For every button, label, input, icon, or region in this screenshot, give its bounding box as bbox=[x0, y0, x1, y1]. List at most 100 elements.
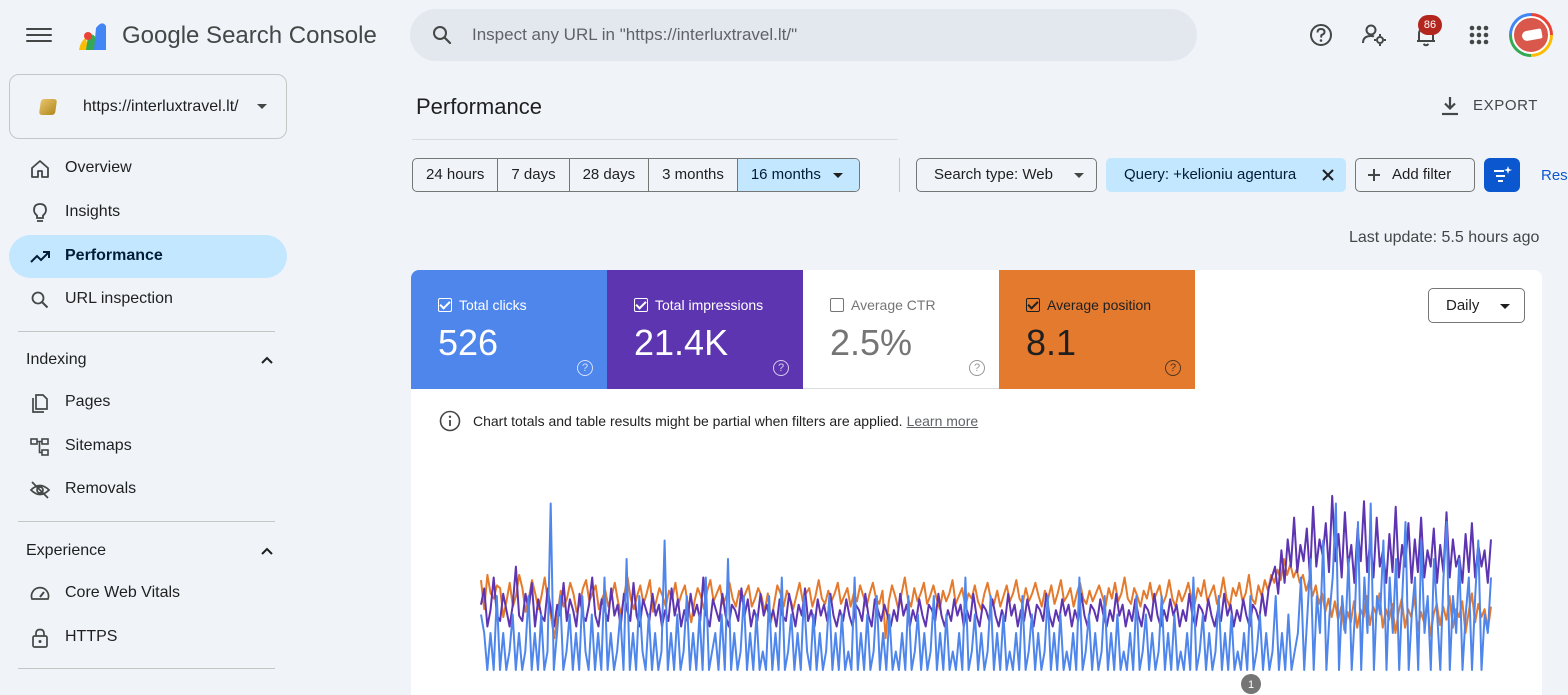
home-icon bbox=[31, 160, 49, 178]
granularity-dropdown[interactable]: Daily bbox=[1428, 288, 1525, 323]
search-type-filter[interactable]: Search type: Web bbox=[916, 158, 1097, 192]
search-icon bbox=[31, 291, 49, 309]
metric-value: 526 bbox=[438, 322, 499, 363]
apps-grid-icon[interactable] bbox=[1465, 21, 1493, 49]
checkbox-unchecked[interactable] bbox=[830, 298, 844, 312]
chart-series-line-2 bbox=[480, 502, 1492, 671]
help-icon[interactable] bbox=[1307, 21, 1335, 49]
metric-label: Total clicks bbox=[459, 297, 527, 313]
metric-value: 21.4K bbox=[634, 322, 729, 363]
metric-average-position[interactable]: Average position 8.1 ? bbox=[999, 270, 1195, 389]
sidebar-item-insights[interactable]: Insights bbox=[9, 191, 287, 234]
note-message: Chart totals and table results might be … bbox=[473, 413, 903, 429]
chevron-up-icon[interactable] bbox=[260, 544, 274, 558]
metric-average-ctr[interactable]: Average CTR 2.5% ? bbox=[803, 270, 999, 389]
checkbox-checked[interactable] bbox=[634, 298, 648, 312]
annotation-label: 1 bbox=[1248, 679, 1254, 691]
filter-sparkle-icon bbox=[1494, 166, 1512, 182]
pages-icon bbox=[32, 394, 48, 413]
chevron-down-icon bbox=[1500, 304, 1510, 309]
notification-count-badge: 86 bbox=[1418, 15, 1442, 35]
sidebar-item-label: Core Web Vitals bbox=[65, 584, 181, 601]
range-24-hours[interactable]: 24 hours bbox=[413, 159, 499, 191]
property-favicon bbox=[38, 99, 58, 115]
metric-value: 8.1 bbox=[1026, 322, 1077, 363]
plus-icon bbox=[1368, 169, 1380, 181]
top-bar: Google Search Console 86 bbox=[0, 0, 1568, 70]
add-filter-button[interactable]: Add filter bbox=[1355, 158, 1475, 192]
lock-icon bbox=[32, 628, 48, 648]
url-inspect-input[interactable] bbox=[472, 21, 1172, 49]
chevron-up-icon[interactable] bbox=[260, 353, 274, 367]
sidebar-item-label: Sitemaps bbox=[65, 437, 132, 454]
range-7-days[interactable]: 7 days bbox=[498, 159, 570, 191]
help-icon[interactable]: ? bbox=[773, 360, 789, 376]
sidebar-item-label: Removals bbox=[65, 480, 137, 497]
metric-label: Average CTR bbox=[851, 297, 936, 313]
chevron-down-icon bbox=[1074, 173, 1084, 178]
user-settings-icon[interactable] bbox=[1360, 21, 1388, 49]
page-title: Performance bbox=[416, 94, 542, 119]
help-icon[interactable]: ? bbox=[1165, 360, 1181, 376]
filter-separator bbox=[899, 158, 900, 192]
filter-settings-button[interactable] bbox=[1484, 158, 1520, 192]
range-3-months[interactable]: 3 months bbox=[649, 159, 738, 191]
annotation-circle bbox=[1241, 674, 1261, 694]
sidebar-item-overview[interactable]: Overview bbox=[9, 147, 287, 190]
account-avatar[interactable] bbox=[1509, 13, 1553, 57]
metric-total-impressions[interactable]: Total impressions 21.4K ? bbox=[607, 270, 803, 389]
metric-total-clicks[interactable]: Total clicks 526 ? bbox=[411, 270, 607, 389]
chart-series-line-0 bbox=[480, 558, 1492, 640]
speedometer-icon bbox=[30, 586, 50, 600]
chart-annotation-marker[interactable]: 1 bbox=[1241, 674, 1261, 694]
checkbox-checked[interactable] bbox=[1026, 298, 1040, 312]
reset-filters-link[interactable]: Res bbox=[1541, 167, 1568, 184]
lightbulb-icon bbox=[33, 203, 47, 222]
chevron-down-icon bbox=[257, 104, 267, 109]
learn-more-link[interactable]: Learn more bbox=[906, 413, 979, 429]
add-filter-label: Add filter bbox=[1392, 166, 1452, 183]
performance-line-chart: 1 bbox=[480, 494, 1492, 694]
granularity-label: Daily bbox=[1446, 297, 1480, 314]
date-range-selector: 24 hours 7 days 28 days 3 months 16 mont… bbox=[412, 158, 860, 192]
avatar-image bbox=[1512, 16, 1550, 54]
sidebar-item-core-web-vitals[interactable]: Core Web Vitals bbox=[9, 572, 287, 615]
sidebar-item-url-inspection[interactable]: URL inspection bbox=[9, 278, 287, 321]
help-icon[interactable]: ? bbox=[577, 360, 593, 376]
sidebar-item-label: Pages bbox=[65, 393, 111, 410]
export-label: EXPORT bbox=[1473, 97, 1539, 114]
sitemap-icon bbox=[30, 438, 49, 456]
section-title-experience: Experience bbox=[26, 542, 107, 559]
sidebar-item-label: URL inspection bbox=[65, 290, 173, 307]
trending-up-icon bbox=[30, 251, 50, 263]
performance-panel: Total clicks 526 ? Total impressions 21.… bbox=[411, 270, 1542, 695]
query-filter-label: Query: +kelioniu agentura bbox=[1124, 166, 1297, 183]
sidebar-divider bbox=[18, 521, 275, 522]
sidebar-item-https[interactable]: HTTPS bbox=[9, 616, 287, 659]
metric-label: Average position bbox=[1047, 297, 1152, 313]
close-icon[interactable] bbox=[1321, 168, 1335, 182]
sidebar-item-label: Insights bbox=[65, 203, 121, 220]
search-type-label: Search type: Web bbox=[934, 166, 1053, 183]
section-title-indexing: Indexing bbox=[26, 351, 87, 368]
main-menu-icon[interactable] bbox=[26, 24, 52, 46]
range-16-months[interactable]: 16 months bbox=[737, 159, 859, 191]
sidebar-item-label: HTTPS bbox=[65, 628, 118, 645]
search-console-logo bbox=[79, 23, 106, 50]
property-selector[interactable]: https://interluxtravel.lt/ bbox=[9, 74, 287, 139]
checkbox-checked[interactable] bbox=[438, 298, 452, 312]
range-28-days[interactable]: 28 days bbox=[570, 159, 650, 191]
sidebar-item-label: Performance bbox=[65, 247, 163, 264]
sidebar-item-removals[interactable]: Removals bbox=[9, 468, 287, 511]
sidebar-item-pages[interactable]: Pages bbox=[9, 381, 287, 424]
note-text: Chart totals and table results might be … bbox=[473, 413, 978, 429]
query-filter-chip[interactable]: Query: +kelioniu agentura bbox=[1106, 158, 1346, 192]
header-divider bbox=[412, 139, 898, 140]
url-inspect-search[interactable] bbox=[410, 9, 1197, 61]
sidebar-item-performance[interactable]: Performance bbox=[9, 235, 287, 278]
sidebar-divider bbox=[18, 668, 275, 669]
help-icon[interactable]: ? bbox=[969, 360, 985, 376]
sidebar-item-sitemaps[interactable]: Sitemaps bbox=[9, 425, 287, 468]
eye-off-icon bbox=[29, 481, 51, 499]
app-brand: Google Search Console bbox=[122, 22, 377, 49]
